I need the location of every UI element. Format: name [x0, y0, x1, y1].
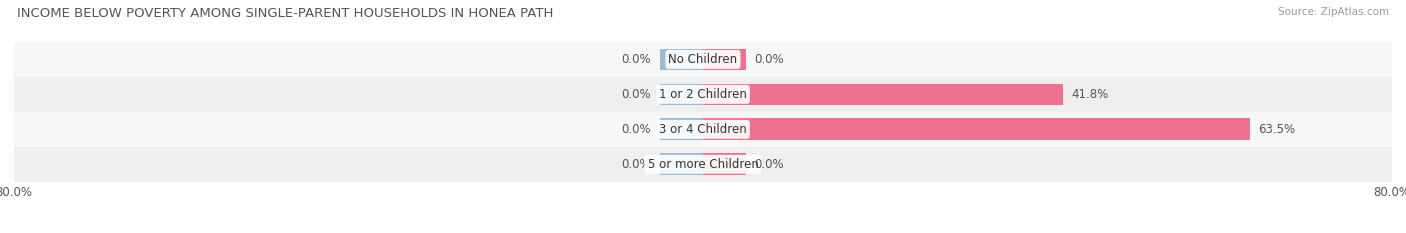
Text: 1 or 2 Children: 1 or 2 Children — [659, 88, 747, 101]
Text: 0.0%: 0.0% — [621, 123, 651, 136]
Text: INCOME BELOW POVERTY AMONG SINGLE-PARENT HOUSEHOLDS IN HONEA PATH: INCOME BELOW POVERTY AMONG SINGLE-PARENT… — [17, 7, 553, 20]
Legend: Single Father, Single Mother: Single Father, Single Mother — [593, 230, 813, 233]
Text: No Children: No Children — [668, 53, 738, 66]
Bar — [14, 42, 1392, 77]
Text: 41.8%: 41.8% — [1071, 88, 1109, 101]
Bar — [14, 77, 1392, 112]
Text: 63.5%: 63.5% — [1258, 123, 1295, 136]
Text: 0.0%: 0.0% — [621, 88, 651, 101]
Text: 0.0%: 0.0% — [755, 53, 785, 66]
Bar — [659, 49, 703, 70]
Bar — [703, 153, 747, 175]
Text: 5 or more Children: 5 or more Children — [648, 158, 758, 171]
Text: 0.0%: 0.0% — [621, 158, 651, 171]
Bar — [14, 147, 1392, 182]
Text: 0.0%: 0.0% — [621, 53, 651, 66]
Bar — [703, 118, 1250, 140]
Bar — [659, 118, 703, 140]
Text: Source: ZipAtlas.com: Source: ZipAtlas.com — [1278, 7, 1389, 17]
Bar — [14, 112, 1392, 147]
Bar — [703, 49, 747, 70]
Bar — [659, 153, 703, 175]
Text: 3 or 4 Children: 3 or 4 Children — [659, 123, 747, 136]
Text: 0.0%: 0.0% — [755, 158, 785, 171]
Bar — [703, 83, 1063, 105]
Bar — [659, 83, 703, 105]
